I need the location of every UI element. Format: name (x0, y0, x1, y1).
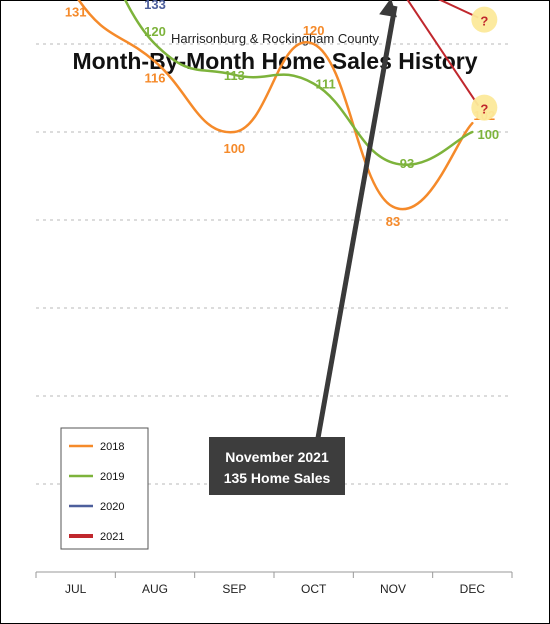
chart-title: Month-By-Month Home Sales History (72, 48, 478, 74)
data-label-2018: 131 (65, 5, 87, 20)
projection-label: ? (480, 14, 488, 29)
x-tick-label: SEP (222, 582, 246, 596)
legend-label-2019: 2019 (100, 471, 124, 483)
data-label-2019: 100 (477, 127, 499, 142)
projection-label: ? (480, 102, 488, 117)
data-label-2018: 100 (223, 141, 245, 156)
x-tick-label: NOV (380, 582, 406, 596)
legend-box (60, 427, 149, 550)
callout-line2: 135 Home Sales (224, 470, 331, 486)
x-tick-label: OCT (301, 582, 327, 596)
data-label-2019: 111 (316, 77, 336, 92)
callout-box (209, 437, 345, 495)
callout-line1: November 2021 (225, 449, 329, 465)
legend-label-2021: 2021 (100, 531, 124, 543)
data-label-2020: 133 (144, 0, 166, 12)
highlight-blob (471, 6, 498, 33)
data-label-2019: 113 (224, 68, 245, 83)
series-line-2019 (123, 0, 474, 166)
projection-line (406, 0, 480, 107)
x-tick-label: JUL (65, 582, 87, 596)
data-label-2018: 120 (303, 23, 325, 38)
legend-label-2018: 2018 (100, 441, 124, 453)
projection-line (438, 0, 479, 19)
highlight-blob (471, 94, 498, 121)
callout-arrow-shaft (315, 5, 398, 439)
data-label-2018: 83 (386, 214, 400, 229)
data-label-2019: 120 (144, 24, 166, 39)
x-tick-label: DEC (460, 582, 486, 596)
chart-subtitle: Harrisonburg & Rockingham County (170, 31, 380, 46)
legend-label-2020: 2020 (100, 501, 124, 513)
callout-arrow-head (379, 0, 397, 18)
data-label-2019: 93 (400, 156, 414, 171)
data-label-2018: 116 (145, 71, 166, 86)
x-tick-label: AUG (142, 582, 168, 596)
series-line-2018 (77, 0, 474, 211)
